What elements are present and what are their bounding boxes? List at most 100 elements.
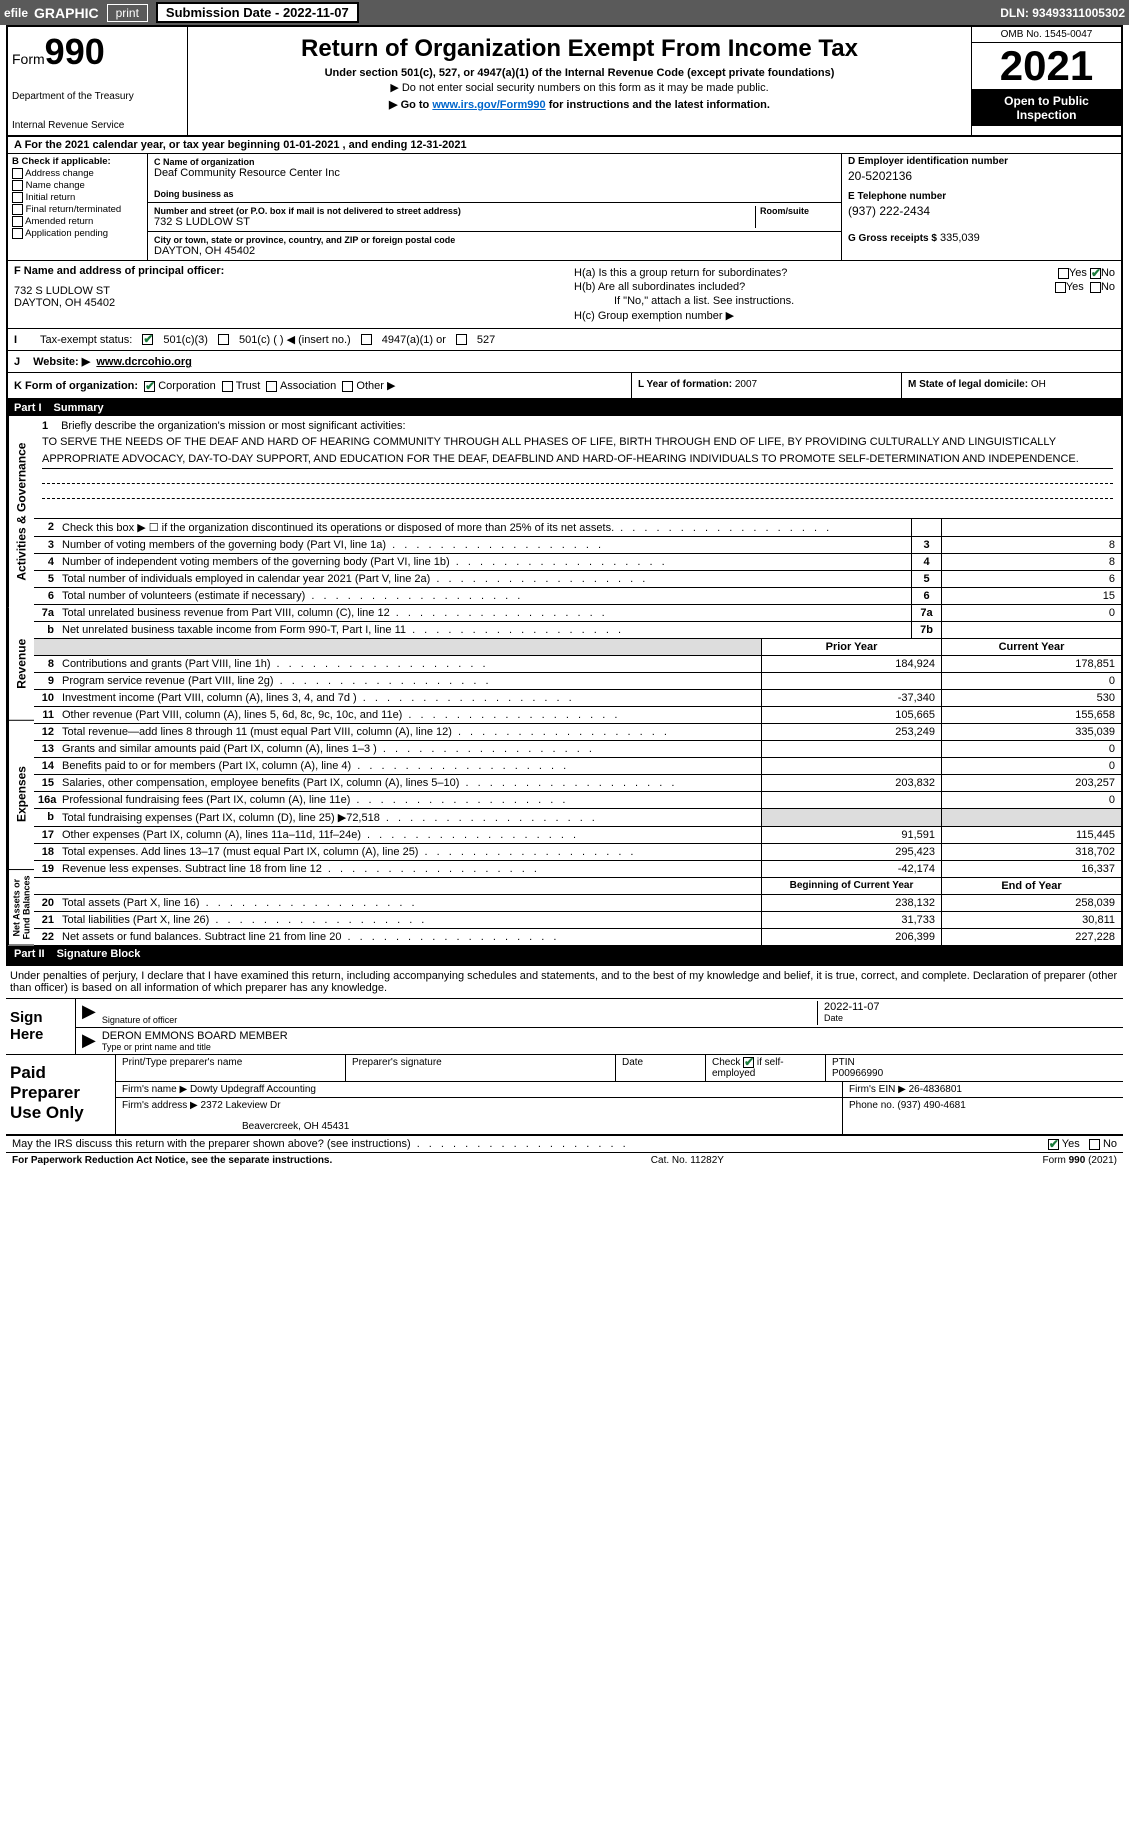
instructions-link[interactable]: www.irs.gov/Form990 — [432, 99, 545, 111]
hc-label: H(c) Group exemption number ▶ — [574, 309, 1115, 322]
col-b-checkboxes: B Check if applicable: Address change Na… — [8, 154, 148, 260]
summary-section: Activities & Governance Revenue Expenses… — [8, 416, 1121, 946]
name-label: C Name of organization — [154, 157, 835, 167]
footer-left: For Paperwork Reduction Act Notice, see … — [12, 1155, 332, 1166]
vtab-net: Net Assets or Fund Balances — [8, 870, 34, 946]
table-row: 15Salaries, other compensation, employee… — [34, 775, 1121, 792]
j-label: J — [14, 356, 30, 368]
period-row: A For the 2021 calendar year, or tax yea… — [8, 137, 1121, 154]
sign-here-label: Sign Here — [6, 999, 76, 1054]
cb-501c[interactable] — [218, 334, 229, 345]
cb-other[interactable] — [342, 381, 353, 392]
tax-year: 2021 — [972, 43, 1121, 90]
cb-address-change[interactable]: Address change — [12, 168, 143, 179]
cb-527[interactable] — [456, 334, 467, 345]
m-section: M State of legal domicile: OH — [901, 373, 1121, 398]
sig-date-label: Date — [824, 1013, 1117, 1023]
ha-yes-cb[interactable] — [1058, 268, 1069, 279]
firm-name-cell: Firm's name ▶ Dowty Updegraff Accounting — [116, 1082, 843, 1097]
tax-status-row: I Tax-exempt status: 501(c)(3) 501(c) ( … — [8, 329, 1121, 351]
f-label: F Name and address of principal officer: — [14, 265, 562, 277]
table-row: 20Total assets (Part X, line 16)238,1322… — [34, 895, 1121, 912]
ha-label: H(a) Is this a group return for subordin… — [574, 267, 787, 279]
cb-self-employed[interactable] — [743, 1057, 754, 1068]
mission-block: 1 Briefly describe the organization's mi… — [34, 416, 1121, 519]
discuss-yes-cb[interactable] — [1048, 1139, 1059, 1150]
officer-addr1: 732 S LUDLOW ST — [14, 285, 562, 297]
print-button[interactable]: print — [107, 4, 148, 22]
table-row: 5Total number of individuals employed in… — [34, 571, 1121, 588]
discuss-question: May the IRS discuss this return with the… — [12, 1138, 411, 1150]
hb-yes-cb[interactable] — [1055, 282, 1066, 293]
cb-name-change[interactable]: Name change — [12, 180, 143, 191]
street-label: Number and street (or P.O. box if mail i… — [154, 206, 755, 216]
cb-amended[interactable]: Amended return — [12, 216, 143, 227]
arrow-icon-2: ▶ — [82, 1030, 96, 1052]
dept-label: Department of the Treasury — [12, 91, 183, 102]
website-link[interactable]: www.dcrcohio.org — [96, 356, 192, 368]
ha-no-cb[interactable] — [1090, 268, 1101, 279]
net-rows: 20Total assets (Part X, line 16)238,1322… — [34, 895, 1121, 946]
dln-label: DLN: 93493311005302 — [1000, 6, 1125, 20]
website-label: Website: ▶ — [33, 356, 90, 368]
table-row: bNet unrelated business taxable income f… — [34, 622, 1121, 639]
preparer-name-hdr: Print/Type preparer's name — [116, 1055, 346, 1081]
cb-association[interactable] — [266, 381, 277, 392]
part-ii-label: Part II — [14, 948, 45, 960]
cb-initial-return[interactable]: Initial return — [12, 192, 143, 203]
sig-date-value: 2022-11-07 — [824, 1001, 1117, 1013]
table-row: 16aProfessional fundraising fees (Part I… — [34, 792, 1121, 809]
firm-ein-cell: Firm's EIN ▶ 26-4836801 — [843, 1082, 1123, 1097]
discuss-no-cb[interactable] — [1089, 1139, 1100, 1150]
cb-final-return[interactable]: Final return/terminated — [12, 204, 143, 215]
ptin-value: P00966990 — [832, 1068, 1117, 1079]
paid-row-1: Print/Type preparer's name Preparer's si… — [116, 1055, 1123, 1082]
form-prefix: Form — [12, 51, 45, 67]
table-row: 19Revenue less expenses. Subtract line 1… — [34, 861, 1121, 878]
preparer-sig-hdr: Preparer's signature — [346, 1055, 616, 1081]
officer-name: DERON EMMONS BOARD MEMBER — [102, 1030, 1117, 1042]
cb-4947[interactable] — [361, 334, 372, 345]
street-value: 732 S LUDLOW ST — [154, 216, 755, 228]
col-c: C Name of organization Deaf Community Re… — [148, 154, 841, 260]
end-year-hdr: End of Year — [941, 878, 1121, 894]
part-i-title: Summary — [54, 402, 104, 414]
mission-text: TO SERVE THE NEEDS OF THE DEAF AND HARD … — [42, 434, 1113, 469]
cb-application[interactable]: Application pending — [12, 228, 143, 239]
hb-row: H(b) Are all subordinates included? Yes … — [574, 281, 1115, 293]
form-header: Form990 Department of the Treasury Inter… — [8, 27, 1121, 137]
cb-501c3[interactable] — [142, 334, 153, 345]
sub3-post: for instructions and the latest informat… — [546, 99, 770, 111]
self-emp-cell: Check if self-employed — [706, 1055, 826, 1081]
net-header: Beginning of Current Year End of Year — [34, 878, 1121, 895]
subtitle-1: Under section 501(c), 527, or 4947(a)(1)… — [192, 67, 967, 79]
vtab-expenses: Expenses — [8, 720, 34, 870]
vtab-revenue: Revenue — [8, 608, 34, 721]
mission-prompt: Briefly describe the organization's miss… — [61, 420, 405, 432]
discuss-row: May the IRS discuss this return with the… — [6, 1136, 1123, 1153]
table-row: 9Program service revenue (Part VIII, lin… — [34, 673, 1121, 690]
l-section: L Year of formation: 2007 — [631, 373, 901, 398]
hb-note: If "No," attach a list. See instructions… — [574, 295, 1115, 307]
l-label: L Year of formation: — [638, 379, 732, 392]
k-section: K Form of organization: Corporation Trus… — [8, 373, 631, 398]
tel-value: (937) 222-2434 — [848, 204, 1115, 218]
hb-no-cb[interactable] — [1090, 282, 1101, 293]
col-d: D Employer identification number 20-5202… — [841, 154, 1121, 260]
graphic-label: GRAPHIC — [34, 5, 99, 21]
gross-value: 335,039 — [940, 232, 980, 244]
table-row: 14Benefits paid to or for members (Part … — [34, 758, 1121, 775]
signature-block: Under penalties of perjury, I declare th… — [6, 964, 1123, 1054]
city-label: City or town, state or province, country… — [154, 235, 835, 245]
irs-label: Internal Revenue Service — [12, 120, 183, 131]
top-bar: efile GRAPHIC print Submission Date - 20… — [0, 0, 1129, 25]
table-row: 17Other expenses (Part IX, column (A), l… — [34, 827, 1121, 844]
cb-trust[interactable] — [222, 381, 233, 392]
arrow-icon: ▶ — [82, 1001, 96, 1025]
form-title: Return of Organization Exempt From Incom… — [192, 35, 967, 63]
cb-corporation[interactable] — [144, 381, 155, 392]
firm-addr-cell: Firm's address ▶ 2372 Lakeview Dr Beaver… — [116, 1098, 843, 1134]
table-row: 22Net assets or fund balances. Subtract … — [34, 929, 1121, 946]
firm-name: Dowty Updegraff Accounting — [190, 1084, 316, 1095]
street-row: Number and street (or P.O. box if mail i… — [148, 203, 841, 232]
